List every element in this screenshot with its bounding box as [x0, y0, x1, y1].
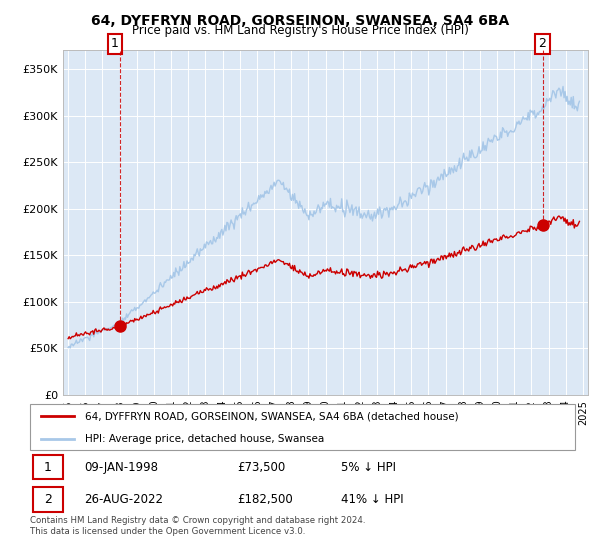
Text: 41% ↓ HPI: 41% ↓ HPI: [341, 493, 404, 506]
Text: 2: 2: [539, 38, 547, 50]
Text: 1: 1: [44, 461, 52, 474]
Text: 2: 2: [44, 493, 52, 506]
Text: 26-AUG-2022: 26-AUG-2022: [85, 493, 164, 506]
Text: 5% ↓ HPI: 5% ↓ HPI: [341, 461, 396, 474]
Text: 64, DYFFRYN ROAD, GORSEINON, SWANSEA, SA4 6BA (detached house): 64, DYFFRYN ROAD, GORSEINON, SWANSEA, SA…: [85, 411, 458, 421]
FancyBboxPatch shape: [33, 487, 63, 512]
FancyBboxPatch shape: [30, 404, 575, 450]
Text: HPI: Average price, detached house, Swansea: HPI: Average price, detached house, Swan…: [85, 434, 324, 444]
Text: Price paid vs. HM Land Registry's House Price Index (HPI): Price paid vs. HM Land Registry's House …: [131, 24, 469, 37]
Text: £182,500: £182,500: [238, 493, 293, 506]
Text: 1: 1: [111, 38, 119, 50]
Text: 09-JAN-1998: 09-JAN-1998: [85, 461, 158, 474]
Text: Contains HM Land Registry data © Crown copyright and database right 2024.
This d: Contains HM Land Registry data © Crown c…: [30, 516, 365, 536]
FancyBboxPatch shape: [33, 455, 63, 479]
Text: 64, DYFFRYN ROAD, GORSEINON, SWANSEA, SA4 6BA: 64, DYFFRYN ROAD, GORSEINON, SWANSEA, SA…: [91, 14, 509, 28]
Text: £73,500: £73,500: [238, 461, 286, 474]
